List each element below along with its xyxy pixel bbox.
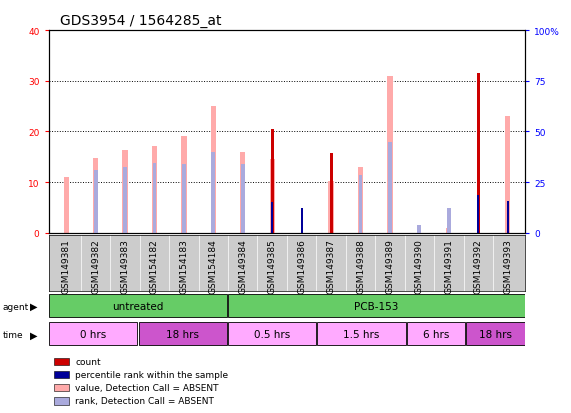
- Text: GSM149381: GSM149381: [62, 238, 71, 293]
- Bar: [477, 74, 480, 233]
- Text: 6 hrs: 6 hrs: [423, 329, 449, 339]
- Bar: [271, 203, 273, 233]
- Bar: [270, 160, 275, 233]
- Text: PCB-153: PCB-153: [354, 301, 399, 311]
- Text: agent: agent: [3, 302, 29, 311]
- Bar: [505, 117, 510, 233]
- Bar: [122, 150, 128, 233]
- Text: GSM149388: GSM149388: [356, 238, 365, 293]
- Text: GSM154182: GSM154182: [150, 238, 159, 293]
- Bar: [228, 323, 316, 346]
- Bar: [49, 323, 138, 346]
- Bar: [407, 323, 465, 346]
- Bar: [317, 323, 405, 346]
- Bar: [211, 107, 216, 233]
- Bar: [477, 196, 479, 233]
- Text: GSM149393: GSM149393: [503, 238, 512, 293]
- Text: GSM149386: GSM149386: [297, 238, 306, 293]
- Text: GSM154183: GSM154183: [179, 238, 188, 293]
- Text: value, Detection Call = ABSENT: value, Detection Call = ABSENT: [75, 383, 219, 392]
- Text: ▶: ▶: [30, 301, 37, 311]
- Text: 1.5 hrs: 1.5 hrs: [343, 329, 380, 339]
- Bar: [182, 165, 186, 233]
- Bar: [446, 228, 452, 233]
- Text: GSM154184: GSM154184: [209, 238, 218, 293]
- Text: 0.5 hrs: 0.5 hrs: [254, 329, 290, 339]
- Text: GSM149384: GSM149384: [238, 238, 247, 293]
- Bar: [49, 294, 227, 318]
- Bar: [181, 136, 187, 233]
- Bar: [211, 152, 215, 233]
- Text: count: count: [75, 357, 101, 366]
- Text: GSM149385: GSM149385: [268, 238, 277, 293]
- Bar: [417, 226, 421, 233]
- Bar: [301, 208, 303, 233]
- Bar: [94, 170, 98, 233]
- Bar: [358, 168, 363, 233]
- Text: 18 hrs: 18 hrs: [479, 329, 512, 339]
- Text: ▶: ▶: [30, 330, 37, 339]
- Bar: [139, 323, 227, 346]
- Text: GSM149391: GSM149391: [444, 238, 453, 293]
- Text: GDS3954 / 1564285_at: GDS3954 / 1564285_at: [60, 14, 222, 28]
- Text: GSM149383: GSM149383: [120, 238, 130, 293]
- Bar: [329, 153, 332, 233]
- Bar: [93, 159, 98, 233]
- Text: rank, Detection Call = ABSENT: rank, Detection Call = ABSENT: [75, 396, 214, 406]
- Bar: [152, 164, 156, 233]
- Bar: [359, 175, 363, 233]
- Text: GSM149389: GSM149389: [385, 238, 395, 293]
- Text: GSM149392: GSM149392: [474, 238, 482, 293]
- Text: GSM149382: GSM149382: [91, 238, 100, 293]
- Text: GSM149390: GSM149390: [415, 238, 424, 293]
- Bar: [507, 202, 509, 233]
- Text: 18 hrs: 18 hrs: [166, 329, 199, 339]
- Bar: [241, 165, 245, 233]
- Bar: [467, 323, 525, 346]
- Text: GSM149387: GSM149387: [327, 238, 336, 293]
- Text: untreated: untreated: [112, 301, 164, 311]
- Bar: [240, 152, 246, 233]
- Bar: [328, 182, 333, 233]
- Bar: [447, 208, 451, 233]
- Bar: [123, 168, 127, 233]
- Text: percentile rank within the sample: percentile rank within the sample: [75, 370, 228, 379]
- Text: time: time: [3, 330, 23, 339]
- Bar: [152, 146, 157, 233]
- Bar: [387, 76, 393, 233]
- Bar: [388, 142, 392, 233]
- Text: 0 hrs: 0 hrs: [80, 329, 106, 339]
- Bar: [63, 178, 69, 233]
- Bar: [228, 294, 525, 318]
- Bar: [271, 130, 274, 233]
